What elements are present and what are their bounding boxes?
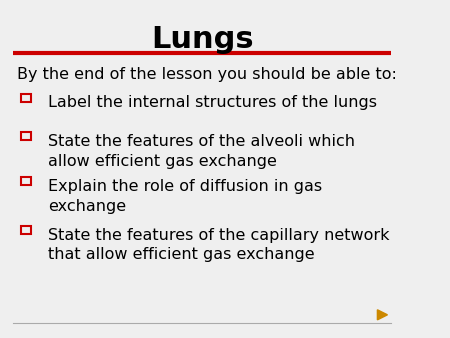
Text: Label the internal structures of the lungs: Label the internal structures of the lun…: [48, 95, 377, 110]
Text: Explain the role of diffusion in gas
exchange: Explain the role of diffusion in gas exc…: [48, 179, 322, 214]
Text: By the end of the lesson you should be able to:: By the end of the lesson you should be a…: [18, 67, 397, 82]
Text: State the features of the capillary network
that allow efficient gas exchange: State the features of the capillary netw…: [48, 228, 389, 263]
Text: State the features of the alveoli which
allow efficient gas exchange: State the features of the alveoli which …: [48, 134, 355, 169]
Polygon shape: [378, 310, 387, 320]
Text: Lungs: Lungs: [151, 25, 254, 54]
